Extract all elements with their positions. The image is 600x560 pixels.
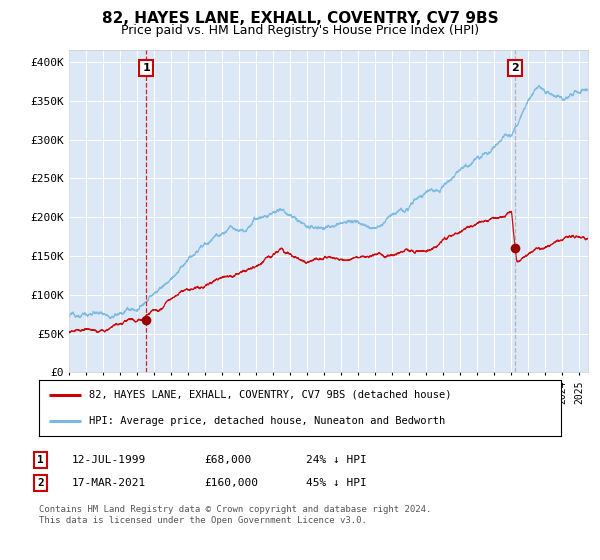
Text: 24% ↓ HPI: 24% ↓ HPI xyxy=(306,455,367,465)
Text: 45% ↓ HPI: 45% ↓ HPI xyxy=(306,478,367,488)
Text: 17-MAR-2021: 17-MAR-2021 xyxy=(72,478,146,488)
Text: £68,000: £68,000 xyxy=(204,455,251,465)
Text: 12-JUL-1999: 12-JUL-1999 xyxy=(72,455,146,465)
Text: 82, HAYES LANE, EXHALL, COVENTRY, CV7 9BS: 82, HAYES LANE, EXHALL, COVENTRY, CV7 9B… xyxy=(101,11,499,26)
Text: £160,000: £160,000 xyxy=(204,478,258,488)
Text: 1: 1 xyxy=(142,63,150,73)
Text: Price paid vs. HM Land Registry's House Price Index (HPI): Price paid vs. HM Land Registry's House … xyxy=(121,24,479,36)
Text: 2: 2 xyxy=(511,63,519,73)
Text: HPI: Average price, detached house, Nuneaton and Bedworth: HPI: Average price, detached house, Nune… xyxy=(89,416,445,426)
Text: 2: 2 xyxy=(37,478,44,488)
Text: Contains HM Land Registry data © Crown copyright and database right 2024.
This d: Contains HM Land Registry data © Crown c… xyxy=(39,505,431,525)
Text: 1: 1 xyxy=(37,455,44,465)
Text: 82, HAYES LANE, EXHALL, COVENTRY, CV7 9BS (detached house): 82, HAYES LANE, EXHALL, COVENTRY, CV7 9B… xyxy=(89,390,451,400)
